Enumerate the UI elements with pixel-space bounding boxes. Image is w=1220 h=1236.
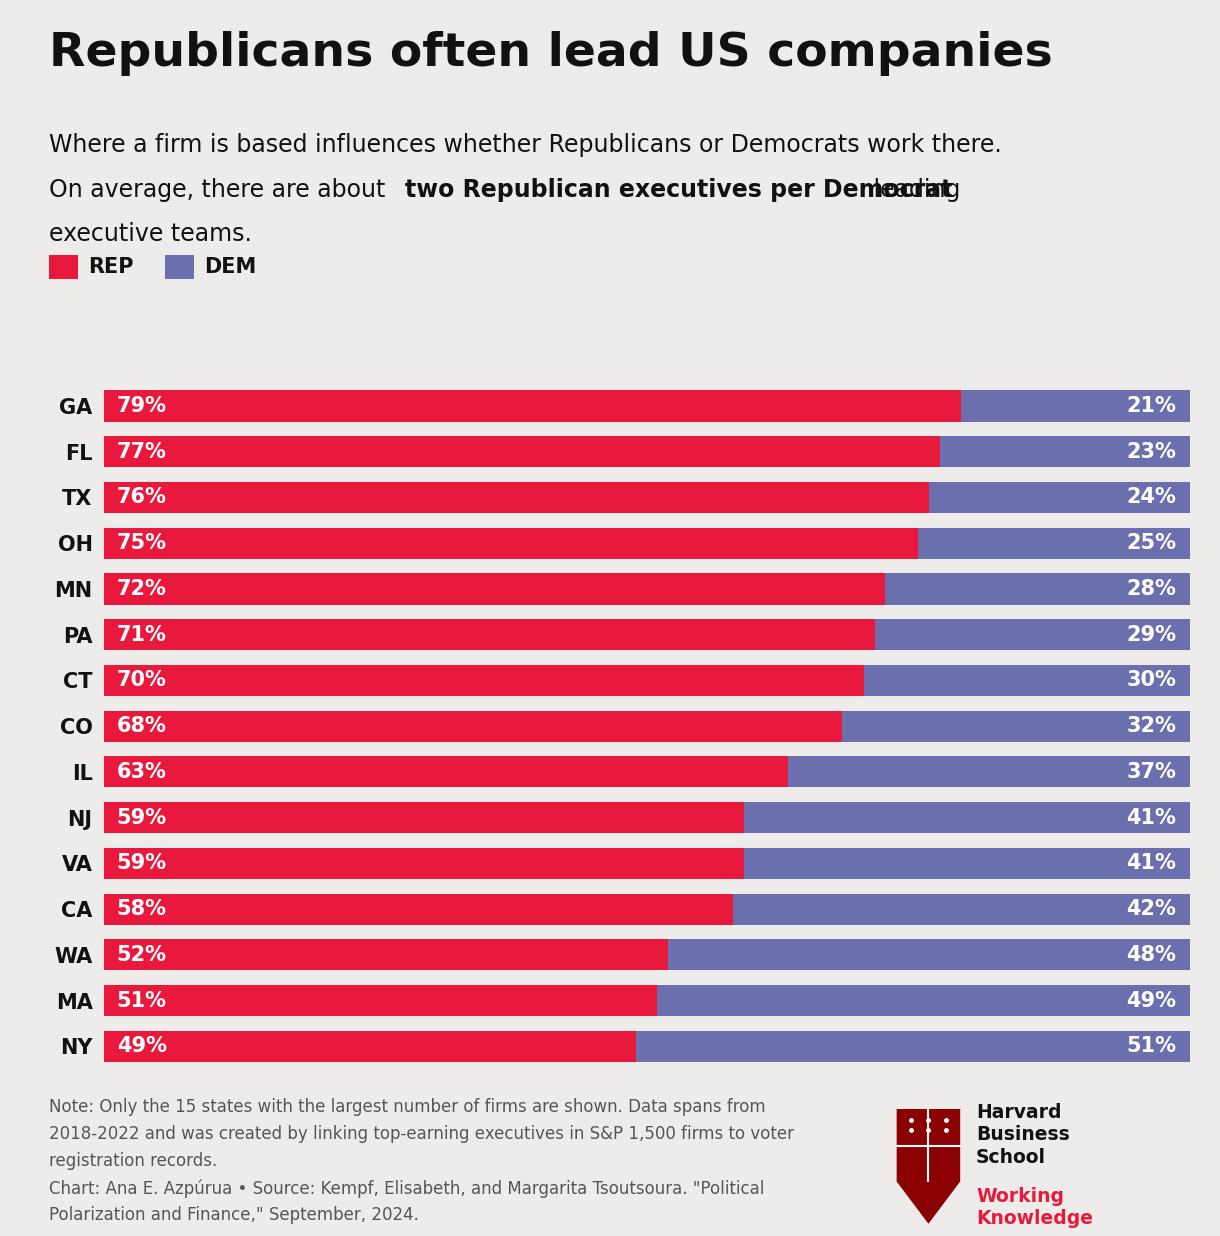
Bar: [104, 665, 864, 696]
Text: 68%: 68%: [117, 716, 167, 737]
Bar: [886, 574, 1190, 604]
Text: 51%: 51%: [117, 990, 167, 1011]
Bar: [788, 756, 1190, 787]
Text: 76%: 76%: [117, 487, 167, 508]
Text: On average, there are about: On average, there are about: [49, 178, 393, 201]
Text: Where a firm is based influences whether Republicans or Democrats work there.: Where a firm is based influences whether…: [49, 133, 1002, 157]
Text: Harvard
Business
School: Harvard Business School: [976, 1103, 1070, 1167]
Text: 23%: 23%: [1126, 441, 1176, 462]
Bar: [875, 619, 1190, 650]
Text: 51%: 51%: [1126, 1036, 1176, 1057]
Text: 24%: 24%: [1126, 487, 1176, 508]
Bar: [733, 894, 1190, 925]
Text: 2018-2022 and was created by linking top-earning executives in S&P 1,500 firms t: 2018-2022 and was created by linking top…: [49, 1125, 794, 1143]
Bar: [104, 985, 658, 1016]
Bar: [104, 756, 788, 787]
Bar: [104, 848, 744, 879]
Text: 59%: 59%: [117, 853, 167, 874]
Bar: [104, 574, 886, 604]
Text: 52%: 52%: [117, 944, 167, 965]
Text: 25%: 25%: [1126, 533, 1176, 554]
Text: Republicans often lead US companies: Republicans often lead US companies: [49, 31, 1053, 75]
Text: 63%: 63%: [117, 761, 167, 782]
Bar: [104, 894, 733, 925]
Polygon shape: [897, 1109, 960, 1224]
Bar: [104, 619, 875, 650]
Bar: [919, 528, 1190, 559]
Text: 42%: 42%: [1126, 899, 1176, 920]
Text: 70%: 70%: [117, 670, 167, 691]
Bar: [669, 939, 1190, 970]
Text: registration records.: registration records.: [49, 1152, 217, 1170]
Text: 79%: 79%: [117, 396, 167, 417]
Text: REP: REP: [88, 257, 133, 277]
Bar: [658, 985, 1190, 1016]
Bar: [104, 939, 669, 970]
Text: 72%: 72%: [117, 578, 167, 599]
Bar: [744, 848, 1190, 879]
Text: DEM: DEM: [204, 257, 256, 277]
Bar: [961, 391, 1190, 421]
Text: 58%: 58%: [117, 899, 167, 920]
Text: 48%: 48%: [1126, 944, 1176, 965]
Text: Note: Only the 15 states with the largest number of firms are shown. Data spans : Note: Only the 15 states with the larges…: [49, 1098, 765, 1116]
Bar: [104, 391, 961, 421]
Bar: [928, 482, 1190, 513]
Text: 41%: 41%: [1126, 853, 1176, 874]
Text: 77%: 77%: [117, 441, 167, 462]
Text: Chart: Ana E. Azpúrua • Source: Kempf, Elisabeth, and Margarita Tsoutsoura. "Pol: Chart: Ana E. Azpúrua • Source: Kempf, E…: [49, 1179, 764, 1198]
Text: 29%: 29%: [1126, 624, 1176, 645]
Text: leading: leading: [866, 178, 960, 201]
Bar: [636, 1031, 1190, 1062]
Text: 71%: 71%: [117, 624, 167, 645]
Bar: [104, 711, 842, 742]
Bar: [104, 528, 919, 559]
Bar: [104, 1031, 636, 1062]
Text: executive teams.: executive teams.: [49, 222, 251, 246]
Text: Working
Knowledge: Working Knowledge: [976, 1187, 1093, 1229]
Bar: [104, 482, 928, 513]
Bar: [842, 711, 1190, 742]
Bar: [864, 665, 1190, 696]
Text: 75%: 75%: [117, 533, 167, 554]
Bar: [104, 436, 939, 467]
Text: 41%: 41%: [1126, 807, 1176, 828]
Text: 37%: 37%: [1126, 761, 1176, 782]
Text: 28%: 28%: [1126, 578, 1176, 599]
Text: 49%: 49%: [1126, 990, 1176, 1011]
Text: 59%: 59%: [117, 807, 167, 828]
Text: two Republican executives per Democrat: two Republican executives per Democrat: [405, 178, 953, 201]
Text: 30%: 30%: [1126, 670, 1176, 691]
Text: 49%: 49%: [117, 1036, 167, 1057]
Text: 32%: 32%: [1126, 716, 1176, 737]
Bar: [744, 802, 1190, 833]
Bar: [104, 802, 744, 833]
Bar: [939, 436, 1190, 467]
Text: Polarization and Finance," September, 2024.: Polarization and Finance," September, 20…: [49, 1206, 418, 1225]
Text: 21%: 21%: [1126, 396, 1176, 417]
